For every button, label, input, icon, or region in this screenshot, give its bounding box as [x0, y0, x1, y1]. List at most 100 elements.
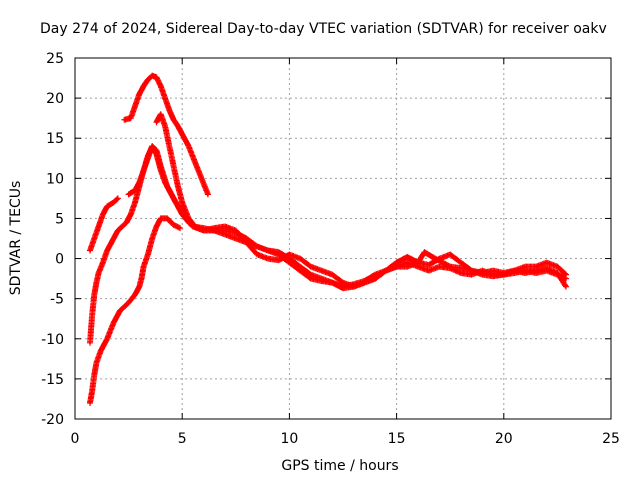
- data-point: [105, 249, 109, 252]
- data-point: [88, 249, 92, 252]
- data-point: [125, 221, 128, 224]
- data-point: [90, 313, 94, 316]
- data-point: [406, 255, 409, 259]
- data-point: [524, 269, 527, 272]
- data-point: [93, 237, 96, 240]
- data-point: [234, 229, 237, 232]
- data-point: [170, 193, 173, 196]
- data-point: [202, 229, 205, 232]
- data-point: [266, 257, 270, 260]
- data-point: [142, 169, 145, 172]
- series-sat-track-f: [153, 111, 569, 290]
- data-point: [245, 241, 248, 244]
- data-point: [395, 261, 398, 264]
- data-point: [133, 293, 137, 296]
- data-point: [459, 271, 463, 275]
- data-point: [176, 205, 180, 208]
- data-point: [288, 253, 291, 256]
- series-markers: [87, 215, 184, 406]
- data-point: [427, 269, 430, 272]
- series-markers: [125, 143, 569, 290]
- data-point: [155, 120, 158, 124]
- data-point: [373, 277, 377, 280]
- data-point: [88, 401, 92, 405]
- data-point: [181, 201, 184, 204]
- data-point: [127, 193, 130, 196]
- data-point: [133, 189, 137, 192]
- series-sat-track-c: [87, 195, 121, 254]
- data-point: [459, 266, 463, 270]
- data-point: [112, 237, 115, 240]
- data-point: [491, 269, 495, 272]
- data-point: [93, 293, 96, 296]
- y-tick-label: 0: [55, 252, 64, 268]
- data-point: [90, 389, 94, 393]
- data-point: [309, 277, 313, 280]
- data-point: [200, 177, 203, 180]
- data-point: [155, 153, 158, 156]
- data-point: [459, 261, 463, 264]
- data-point: [234, 237, 237, 240]
- y-tick-label: 20: [46, 91, 64, 107]
- data-point: [309, 273, 313, 276]
- data-point: [112, 201, 115, 204]
- data-point: [206, 193, 210, 196]
- data-point: [223, 229, 227, 232]
- x-axis-ticks: 0 5 10 15 20 25: [71, 58, 620, 447]
- data-point: [150, 237, 154, 240]
- data-point: [187, 145, 190, 148]
- data-point: [178, 226, 182, 230]
- data-point: [116, 229, 120, 232]
- data-point: [288, 261, 291, 264]
- data-point: [309, 265, 313, 268]
- data-point: [129, 213, 132, 216]
- data-point: [223, 225, 227, 228]
- data-point: [155, 225, 158, 228]
- data-point: [352, 285, 355, 288]
- data-point: [163, 181, 167, 184]
- data-point: [163, 124, 167, 128]
- data-point: [146, 157, 150, 160]
- data-point: [176, 185, 180, 188]
- data-point: [193, 225, 197, 228]
- data-point: [138, 92, 141, 96]
- data-point: [564, 285, 568, 288]
- data-point: [223, 233, 227, 236]
- y-axis-ticks: -20 -15 -10 -5 0 5 10 15 20 25: [41, 51, 611, 428]
- gridlines: [75, 58, 611, 419]
- x-tick-label: 5: [178, 431, 187, 447]
- data-point: [513, 271, 516, 275]
- x-tick-label: 25: [602, 431, 620, 447]
- data-point: [159, 169, 162, 172]
- data-point: [298, 269, 302, 272]
- y-tick-label: 15: [46, 131, 64, 147]
- data-point: [545, 269, 548, 272]
- data-point: [363, 281, 366, 284]
- data-point: [416, 265, 420, 268]
- data-point: [168, 145, 171, 148]
- data-point: [142, 84, 145, 88]
- data-point: [193, 161, 197, 164]
- data-point: [545, 261, 548, 264]
- data-point: [406, 261, 409, 264]
- y-tick-label: -5: [50, 292, 64, 308]
- data-point: [423, 250, 426, 254]
- data-point: [95, 361, 98, 365]
- data-point: [97, 225, 100, 228]
- data-point: [556, 265, 559, 268]
- data-point: [438, 265, 441, 268]
- data-point: [99, 349, 102, 353]
- data-point: [101, 213, 105, 216]
- data-point: [93, 373, 96, 377]
- data-point: [146, 78, 150, 81]
- data-point: [155, 76, 158, 79]
- data-point: [502, 273, 505, 276]
- series-markers: [87, 195, 121, 254]
- data-point: [534, 271, 538, 275]
- data-point: [427, 263, 430, 267]
- data-point: [449, 266, 452, 270]
- data-point: [438, 257, 441, 260]
- data-point: [341, 281, 345, 284]
- data-point: [331, 281, 334, 284]
- data-point: [187, 217, 190, 220]
